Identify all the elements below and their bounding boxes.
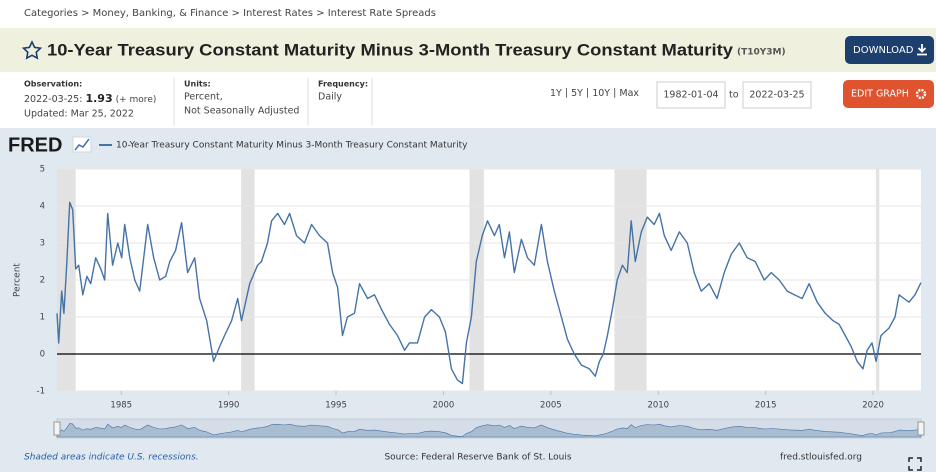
- y-tick-label: -1: [37, 387, 45, 397]
- observation-date: 2022-03-25:: [24, 94, 82, 105]
- units: Not Seasonally Adjusted: [184, 106, 299, 117]
- start-date-input[interactable]: [656, 81, 726, 109]
- observation: 2022-03-25: 1.93 (+ more): [24, 92, 156, 105]
- more-link[interactable]: (+ more): [116, 95, 157, 105]
- x-tick-label: 1995: [325, 401, 347, 411]
- crumb[interactable]: Categories: [24, 8, 78, 19]
- y-tick-label: 5: [40, 165, 45, 175]
- range-links: 1Y | 5Y | 10Y | Max: [550, 88, 639, 99]
- range-link[interactable]: 10Y: [592, 88, 610, 99]
- crumb[interactable]: Money, Banking, & Finance: [93, 8, 229, 19]
- navigator-handle[interactable]: [53, 421, 61, 436]
- to-label: to: [729, 90, 739, 101]
- logo-icon-line: [74, 138, 90, 151]
- x-tick-label: 1985: [110, 401, 132, 411]
- y-tick-label: 1: [40, 313, 45, 323]
- crumb[interactable]: Interest Rates: [243, 8, 313, 19]
- fred-logo: FRED: [8, 134, 62, 156]
- favorite-star[interactable]: [21, 40, 43, 60]
- download-icon[interactable]: [917, 44, 927, 56]
- crumb[interactable]: Interest Rate Spreads: [328, 8, 436, 19]
- site-link[interactable]: fred.stlouisfed.org: [780, 453, 862, 463]
- y-tick-label: 3: [40, 239, 45, 249]
- observation-label: Observation:: [24, 80, 82, 89]
- navigator-handle[interactable]: [917, 421, 925, 436]
- download-button[interactable]: [845, 36, 934, 64]
- navigator-area: [56, 423, 922, 438]
- fullscreen-icon[interactable]: [908, 457, 922, 471]
- edit-graph-label[interactable]: EDIT GRAPH: [851, 89, 909, 100]
- recession-note: Shaded areas indicate U.S. recessions.: [24, 453, 199, 463]
- download-label[interactable]: DOWNLOAD: [853, 45, 914, 56]
- gear-icon[interactable]: [915, 88, 927, 100]
- y-axis-label: Percent: [13, 263, 23, 297]
- range-link[interactable]: Max: [619, 88, 639, 99]
- x-tick-label: 2005: [540, 401, 562, 411]
- updated: Updated: Mar 25, 2022: [24, 109, 134, 120]
- series-id: (T10Y3M): [737, 48, 786, 58]
- frequency: Daily: [318, 92, 342, 103]
- y-tick-label: 4: [40, 202, 45, 212]
- end-date-input[interactable]: [742, 81, 812, 109]
- x-tick-label: 2020: [862, 401, 884, 411]
- start-date[interactable]: 1982-01-04: [663, 90, 718, 101]
- x-tick-label: 2015: [755, 401, 777, 411]
- range-link[interactable]: 1Y: [550, 88, 562, 99]
- units-label: Units:: [184, 80, 211, 89]
- x-tick-label: 2000: [433, 401, 455, 411]
- series-line: [56, 201, 922, 385]
- logo-icon: [72, 136, 92, 153]
- observation-value: 1.93: [85, 92, 112, 105]
- frequency-label: Frequency:: [318, 80, 368, 89]
- x-tick-label: 2010: [647, 401, 669, 411]
- range-link[interactable]: 5Y: [571, 88, 583, 99]
- units: Percent,: [184, 92, 223, 103]
- title-bar: [0, 28, 936, 72]
- y-tick-label: 2: [40, 276, 45, 286]
- edit-graph-button[interactable]: [843, 80, 934, 108]
- breadcrumb: Categories > Money, Banking, & Finance >…: [24, 8, 436, 19]
- source: Source: Federal Reserve Bank of St. Loui…: [384, 453, 571, 463]
- breadcrumb-link[interactable]: Categories > Money, Banking, & Finance >…: [24, 8, 436, 19]
- end-date[interactable]: 2022-03-25: [749, 90, 804, 101]
- x-tick-label: 1990: [218, 401, 240, 411]
- y-tick-label: 0: [40, 350, 45, 360]
- series-title: 10-Year Treasury Constant Maturity Minus…: [47, 40, 734, 59]
- legend-label: 10-Year Treasury Constant Maturity Minus…: [116, 141, 468, 151]
